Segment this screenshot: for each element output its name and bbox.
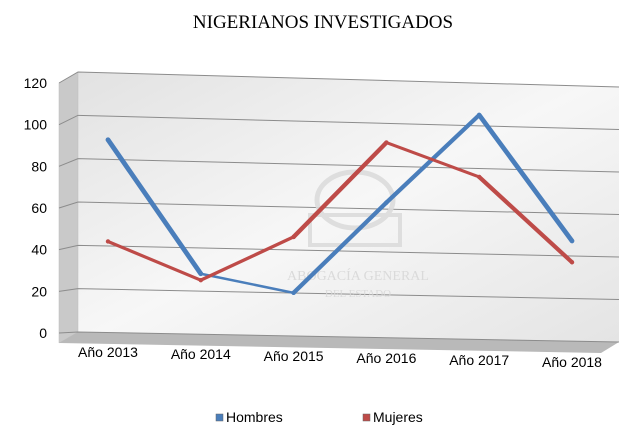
gridline [58,244,620,258]
series-mujeres-point [569,260,575,265]
y-tick-label: 100 [24,117,48,133]
series-mujeres-point [384,140,389,145]
watermark-line-2: DEL ESTADO [325,288,391,300]
series-mujeres-point [291,234,296,240]
gridline [58,71,620,88]
x-tick-label: Año 2017 [449,352,509,368]
x-tick-label: Año 2014 [171,346,231,362]
series-hombres-segment [199,272,295,295]
x-tick-label: Año 2018 [542,354,602,370]
series-mujeres-segment [477,174,575,265]
y-tick-label: 80 [31,158,47,174]
gridlines [58,71,620,343]
series-hombres-point [105,137,111,142]
y-axis-ticks: 0 20 40 60 80 100 120 [24,75,48,341]
series-mujeres-point [105,239,111,244]
gridline [58,288,620,300]
plot-back-wall [78,72,619,342]
legend-label-mujeres: Mujeres [373,409,423,425]
series-mujeres-segment [106,239,203,282]
gridline [58,201,620,215]
series-hombres-point [477,112,482,118]
series-hombres-point [384,200,389,205]
series-hombres-point [291,290,296,296]
x-axis-ticks: Año 2013 Año 2014 Año 2015 Año 2016 Año 2017… [78,344,602,370]
series-hombres-segment [476,112,575,244]
series-mujeres-segment [384,141,481,179]
y-tick-label: 40 [31,242,47,258]
x-tick-label: Año 2016 [356,350,416,366]
series-hombres-point [198,271,203,276]
y-tick-label: 120 [24,75,48,91]
legend-swatch-mujeres [362,413,371,422]
series-mujeres-point [198,277,203,283]
chart-title: NIGERIANOS INVESTIGADOS [193,12,453,33]
y-tick-label: 0 [39,325,47,341]
series-hombres-point [569,238,575,244]
gridline [58,158,620,173]
watermark-line-1: ABOGACÍA GENERAL [287,267,429,284]
series-lines [105,112,575,296]
plot-floor [59,332,619,353]
series-hombres-segment [291,200,389,295]
legend: Hombres Mujeres [215,409,423,425]
legend-label-hombres: Hombres [226,409,283,425]
y-tick-label: 20 [31,283,47,299]
y-tick-label: 60 [31,200,47,216]
series-mujeres-point [477,174,482,180]
x-tick-label: Año 2013 [78,344,138,360]
series-mujeres-segment [199,235,296,282]
legend-swatch-hombres [215,413,224,422]
series-hombres-segment [105,137,204,277]
series-mujeres-segment [291,140,389,240]
series-mujeres [105,140,575,283]
gridline [58,114,620,130]
gridline [58,331,620,343]
x-tick-label: Año 2015 [264,348,324,364]
